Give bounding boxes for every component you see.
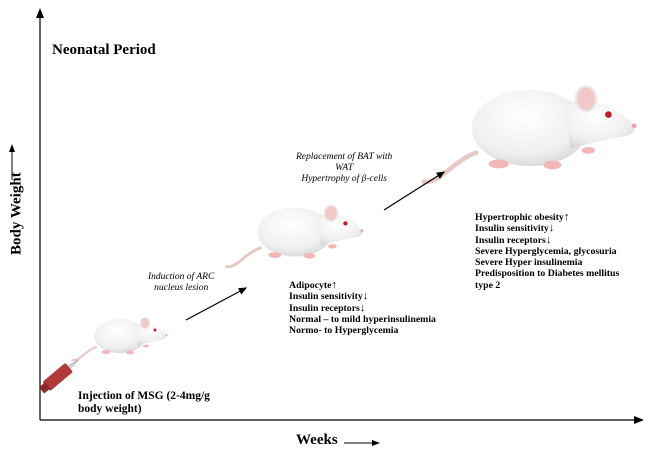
injection-label-line: Injection of MSG (2-4mg/g xyxy=(78,390,210,402)
rat-large xyxy=(424,87,637,182)
progress-arrow-2 xyxy=(383,171,446,211)
effect-item: Insulin receptors↓ xyxy=(289,301,366,314)
effect-item: Hypertrophic obesity↑ xyxy=(475,211,570,224)
down-arrow-icon: ↓ xyxy=(548,222,555,235)
effect-item: type 2 xyxy=(475,279,501,291)
up-arrow-icon: ↑ xyxy=(563,211,570,223)
down-arrow-icon: ↓ xyxy=(545,233,552,246)
rat-medium xyxy=(225,203,365,269)
x-label-arrowhead xyxy=(372,440,380,446)
up-arrow-icon: ↑ xyxy=(331,279,337,291)
diagram-title: Neonatal Period xyxy=(52,42,156,58)
effect-item: Normo- to Hyperglycemia xyxy=(289,325,399,337)
annotation-line: WAT xyxy=(335,162,354,173)
injection-label-line: body weight) xyxy=(78,403,142,416)
down-arrow-icon: ↓ xyxy=(359,301,366,314)
annotation-line: Replacement of BAT with xyxy=(296,152,393,162)
y-axis-arrowhead xyxy=(36,8,44,18)
effect-item: Severe Hyper insulinemia xyxy=(475,257,583,269)
annotation-line: Induction of ARC xyxy=(148,272,215,282)
x-axis-arrowhead xyxy=(634,416,644,424)
effect-item: Normal – to mild hyperinsulinemia xyxy=(289,313,436,325)
effect-item: Predisposition to Diabetes mellitus xyxy=(475,268,620,280)
y-label-arrowhead xyxy=(9,144,15,152)
effects-list-stage3: Hypertrophic obesity↑ Insulin sensitivit… xyxy=(475,212,619,291)
stage-annotation-bat-wat: Replacement of BAT with WAT Hypertrophy … xyxy=(296,152,392,185)
effect-item: Insulin receptors↓ xyxy=(475,233,552,246)
rat-small xyxy=(71,316,169,362)
effects-list-stage2: Adipocyte↑ Insulin sensitivity↓ Insulin … xyxy=(289,279,436,337)
effect-item: Adipocyte↑ xyxy=(289,279,337,292)
y-axis-label: Body Weight xyxy=(8,172,25,255)
injection-label: Injection of MSG (2-4mg/g body weight) xyxy=(78,390,210,416)
x-axis-label: Weeks xyxy=(296,432,338,448)
progress-arrow-1 xyxy=(185,287,248,321)
annotation-line: nucleus lesion xyxy=(154,282,209,293)
effect-item: Insulin sensitivity↓ xyxy=(289,290,369,303)
effect-item: Insulin sensitivity↓ xyxy=(475,222,555,235)
annotation-line: Hypertrophy of β-cells xyxy=(301,173,387,184)
effect-item: Severe Hyperglycemia, glycosuria xyxy=(475,245,617,257)
down-arrow-icon: ↓ xyxy=(362,290,369,303)
stage-annotation-arc-lesion: Induction of ARC nucleus lesion xyxy=(148,272,214,294)
